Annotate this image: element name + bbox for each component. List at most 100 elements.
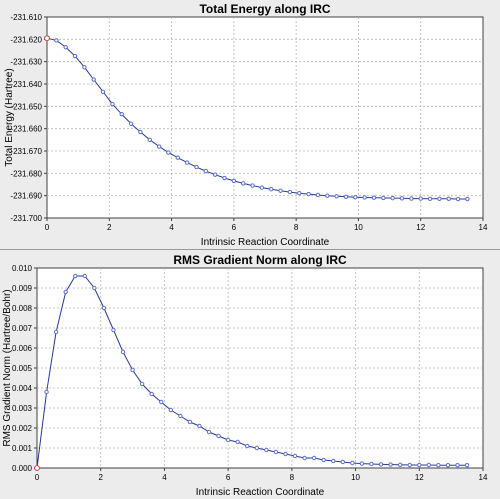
x-tick-label: 12 <box>416 223 425 232</box>
data-point <box>409 196 414 201</box>
data-point <box>63 44 68 50</box>
data-point <box>168 407 174 413</box>
data-point <box>73 273 78 279</box>
y-tick-label: 0.000 <box>12 464 33 473</box>
data-point <box>273 449 279 455</box>
y-tick-label: -231.610 <box>10 13 42 22</box>
data-point <box>350 460 355 466</box>
data-point <box>53 329 59 335</box>
data-point <box>407 462 412 468</box>
data-point <box>222 175 227 181</box>
x-tick-label: 8 <box>294 223 299 232</box>
data-point <box>44 35 50 42</box>
data-point <box>82 65 87 70</box>
y-tick-label: -231.620 <box>10 35 42 44</box>
data-point <box>427 196 433 201</box>
x-axis-label: Intrinsic Reaction Coordinate <box>196 487 325 498</box>
data-point <box>128 121 134 126</box>
data-point <box>184 160 190 165</box>
data-point <box>44 389 49 395</box>
y-tick-label: 0.010 <box>12 264 33 273</box>
x-tick-label: 6 <box>226 473 231 482</box>
data-point <box>175 155 181 160</box>
data-point <box>269 186 274 192</box>
data-point <box>465 196 470 202</box>
x-tick-label: 12 <box>415 473 424 482</box>
y-tick-label: -231.660 <box>10 125 42 134</box>
data-point <box>381 195 386 201</box>
x-tick-label: 14 <box>479 473 488 482</box>
data-point <box>119 111 124 117</box>
data-point <box>91 77 96 82</box>
data-point <box>235 439 240 445</box>
data-point <box>147 137 152 143</box>
data-point <box>34 465 40 471</box>
data-point <box>287 189 293 195</box>
chart-title: Total Energy along IRC <box>199 2 330 16</box>
x-tick-label: 2 <box>98 473 103 482</box>
data-point <box>194 164 199 170</box>
y-axis-label: Total Energy (Hartree) <box>4 68 15 166</box>
x-tick-label: 2 <box>107 223 112 232</box>
data-point <box>111 327 116 333</box>
data-point <box>388 462 393 467</box>
y-tick-label: 0.002 <box>12 424 33 433</box>
data-point <box>426 462 432 468</box>
series-line <box>36 275 468 469</box>
data-point <box>159 399 164 405</box>
data-point <box>100 89 106 95</box>
data-point <box>149 391 154 397</box>
x-tick-label: 4 <box>169 223 174 232</box>
data-point <box>156 144 162 149</box>
y-tick-label: -231.650 <box>10 102 42 111</box>
data-point <box>292 453 298 459</box>
data-point <box>110 101 115 107</box>
x-tick-label: 6 <box>232 223 237 232</box>
y-axis-label: RMS Gradient Norm (Hartree/Bohr) <box>2 289 13 446</box>
data-point <box>311 455 317 461</box>
y-tick-label: 0.006 <box>12 344 33 353</box>
x-axis-label: Intrinsic Reaction Coordinate <box>201 237 330 248</box>
data-point <box>297 191 302 196</box>
x-tick-label: 14 <box>479 223 488 232</box>
data-point <box>340 459 346 465</box>
data-point <box>369 461 374 467</box>
data-point <box>362 195 367 200</box>
x-tick-label: 10 <box>354 223 363 232</box>
x-tick-label: 0 <box>45 223 50 232</box>
data-point <box>397 462 403 468</box>
x-tick-label: 8 <box>290 473 295 482</box>
data-point <box>306 191 311 197</box>
y-tick-label: 0.007 <box>12 324 33 333</box>
y-tick-label: -231.680 <box>10 169 42 178</box>
data-point <box>343 194 349 199</box>
x-tick-label: 10 <box>351 473 360 482</box>
y-tick-label: 0.001 <box>12 444 33 453</box>
data-point <box>231 178 237 184</box>
data-point <box>203 168 209 174</box>
data-point <box>241 181 246 186</box>
x-tick-label: 0 <box>35 473 40 482</box>
plot-area <box>46 16 484 219</box>
energy-chart-panel: Total Energy along IRC 0 2 4 6 8 10 12 14 -231.61… <box>0 0 500 249</box>
y-tick-label: -231.690 <box>10 192 42 201</box>
data-point <box>254 445 260 451</box>
data-point <box>187 419 193 425</box>
data-point <box>212 172 218 177</box>
chart-title: RMS Gradient Norm along IRC <box>173 253 347 267</box>
data-point <box>399 196 405 201</box>
data-point <box>278 188 283 193</box>
data-point <box>417 462 422 468</box>
data-point <box>138 129 143 135</box>
data-point <box>331 458 336 464</box>
data-point <box>82 273 87 279</box>
data-point <box>464 463 470 468</box>
y-tick-label: 0.008 <box>12 304 33 313</box>
data-point <box>101 305 107 311</box>
x-tick-label: 4 <box>162 473 167 482</box>
data-point <box>250 183 255 188</box>
energy-chart: Total Energy along IRC 0 2 4 6 8 10 12 14 -231.61… <box>4 2 488 248</box>
data-point <box>72 53 78 59</box>
data-point <box>225 437 231 443</box>
data-point <box>197 423 202 429</box>
